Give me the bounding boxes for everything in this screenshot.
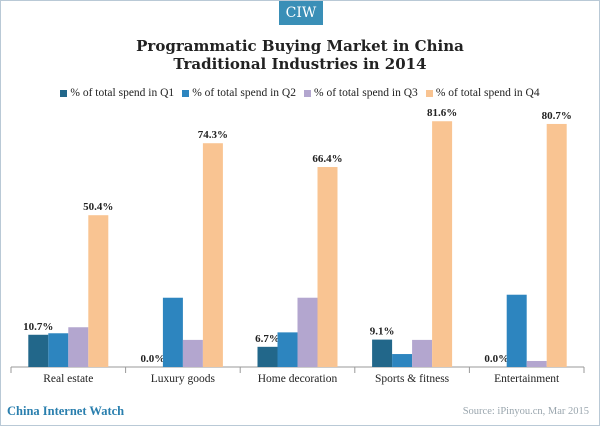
legend-label-q2: % of total spend in Q2 [192,87,296,99]
bar-q3 [297,297,318,367]
bar-q2 [48,333,69,367]
footer-source: Source: iPinyou.cn, Mar 2015 [462,406,589,417]
bar-q1 [257,346,278,367]
data-label: 80.7% [542,110,572,122]
legend-item-q3: % of total spend in Q3 [304,87,418,99]
chart-title-line-1: Programmatic Buying Market in China [136,37,464,55]
data-label: 74.3% [198,129,228,141]
bar-q4 [202,143,223,367]
legend-swatch-q1 [60,89,68,97]
bar-q2 [162,297,183,367]
data-label: 9.1% [370,326,395,338]
legend-swatch-q2 [182,89,190,97]
bar-q4 [432,121,453,368]
legend-label-q4: % of total spend in Q4 [435,87,540,99]
chart-title-line-2: Traditional Industries in 2014 [173,55,427,73]
bar-q4 [88,215,109,367]
bar-q2 [506,294,527,367]
data-label: 0.0% [141,353,166,365]
legend-item-q1: % of total spend in Q1 [60,87,174,99]
x-tick-label: Sports & fitness [375,373,450,385]
bar-q2 [277,332,298,367]
legend-item-q2: % of total spend in Q2 [182,87,296,99]
bar-q3 [182,339,203,367]
data-label: 6.7% [255,333,280,345]
legend-item-q4: % of total spend in Q4 [425,87,540,99]
data-label: 10.7% [23,321,53,333]
chart-legend: % of total spend in Q1 % of total spend … [1,87,599,99]
data-label: 81.6% [427,107,457,119]
bar-q3 [68,327,89,367]
chart-title: Programmatic Buying Market in China Trad… [1,37,599,73]
bar-q3 [412,339,433,367]
data-label: 0.0% [484,353,509,365]
bar-q4 [546,123,567,367]
legend-swatch-q3 [304,89,311,97]
bar-q2 [392,354,413,367]
x-tick-label: Home decoration [258,373,338,385]
bar-q4 [317,167,338,367]
data-label: 66.4% [312,153,342,165]
footer-brand: China Internet Watch [7,404,125,418]
bar-q1 [372,339,393,367]
ciw-logo-badge: CIW [279,1,323,25]
bar-q3 [526,360,547,367]
legend-swatch-q4 [425,89,433,97]
data-label: 50.4% [83,201,113,213]
x-tick-label: Entertainment [494,373,560,385]
bar-q1 [28,334,49,367]
x-tick-label: Luxury goods [151,373,216,385]
legend-label-q3: % of total spend in Q3 [314,87,418,99]
x-tick-label: Real estate [43,373,93,385]
legend-label-q1: % of total spend in Q1 [70,87,175,99]
